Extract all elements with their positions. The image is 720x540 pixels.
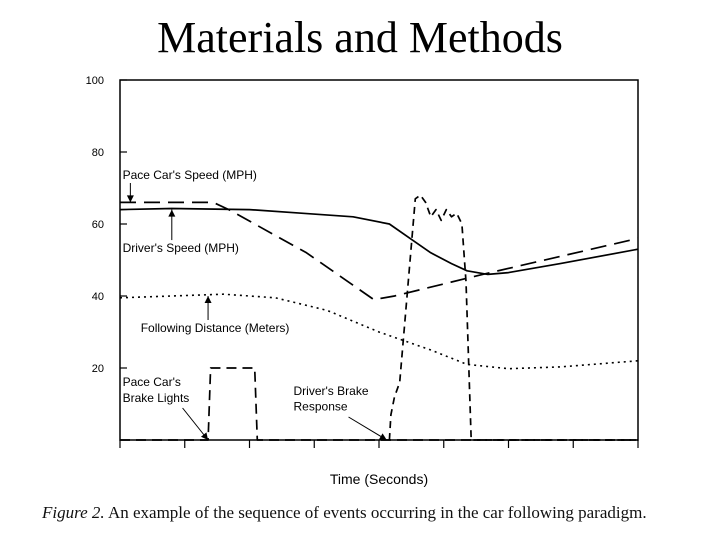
figure-caption: Figure 2. An example of the sequence of … [42,503,712,523]
series-line-0 [120,201,639,301]
series-line-1 [119,207,639,276]
x-axis-label: Time (Seconds) [330,471,428,487]
y-tick-label: 100 [86,75,104,87]
annotation-arrowhead [200,432,209,440]
plot-frame [119,79,639,441]
annotation-arrowhead [126,195,134,203]
annotation-label: Pace Car's Speed (MPH) [123,168,257,182]
figure-caption-label: Figure 2. [42,503,105,522]
slide-title: Materials and Methods [157,13,563,62]
series-line-3 [120,367,638,441]
y-tick-label: 40 [92,291,104,303]
annotation-label: Following Distance (Meters) [141,321,290,335]
series-line-4 [388,194,638,441]
annotation-label: Pace Car's [123,375,181,389]
figure-caption-text: An example of the sequence of events occ… [107,503,647,522]
y-tick-label: 80 [92,147,104,159]
annotation-label: Brake Lights [123,391,190,405]
annotation-label: Driver's Speed (MPH) [123,241,239,255]
annotation-label: Response [294,399,348,413]
annotation-arrowhead [378,433,387,440]
y-tick-label: 20 [92,363,104,375]
annotation-arrowhead [168,209,176,217]
series-line-2 [119,293,639,370]
y-tick-label: 60 [92,219,104,231]
annotation-arrow [348,416,388,441]
annotation-arrowhead [204,296,212,303]
annotation-label: Driver's Brake [294,384,369,398]
